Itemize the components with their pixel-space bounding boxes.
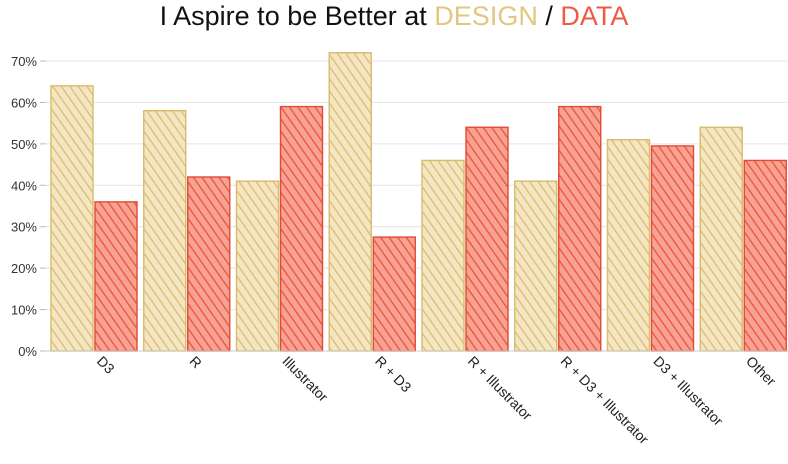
bar-design <box>606 139 651 352</box>
x-category-label: R + D3 + Illustrator <box>558 353 653 448</box>
y-tick-label: 60% <box>11 95 37 110</box>
bar-design <box>699 126 743 352</box>
title-data-word: DATA <box>560 1 629 31</box>
title-design-word: DESIGN <box>434 1 538 31</box>
bar-data <box>94 201 138 352</box>
bar-design <box>514 180 558 352</box>
bar-data <box>743 159 787 352</box>
x-category-label: R <box>187 353 205 371</box>
bars-layer <box>50 52 787 352</box>
y-tick-label: 30% <box>11 220 37 235</box>
bar-data <box>650 145 695 352</box>
y-tick-label: 10% <box>11 303 37 318</box>
x-category-label: R + D3 <box>372 353 415 396</box>
bar-design <box>143 110 187 352</box>
bar-data <box>372 236 416 352</box>
y-tick-label: 50% <box>11 137 37 152</box>
x-category-label: Other <box>743 353 779 389</box>
y-tick-label: 40% <box>11 178 37 193</box>
chart-title: I Aspire to be Better at DESIGN / DATA <box>0 0 788 36</box>
x-category-label: R + Illustrator <box>465 353 536 424</box>
bar-data <box>558 105 602 352</box>
bar-design <box>421 159 465 352</box>
bar-design <box>50 85 94 352</box>
x-category-label: Illustrator <box>279 353 331 405</box>
x-category-label: D3 <box>94 353 118 377</box>
y-tick-label: 20% <box>11 261 37 276</box>
bar-design <box>328 52 372 352</box>
y-tick-label: 70% <box>11 54 37 69</box>
title-separator: / <box>537 1 561 31</box>
bar-data <box>187 176 231 352</box>
bar-data <box>279 105 324 352</box>
bar-design <box>235 180 280 352</box>
title-prefix: I Aspire to be Better at <box>159 1 435 31</box>
x-category-label: D3 + Illustrator <box>650 353 726 429</box>
bar-data <box>465 126 509 352</box>
y-tick-label: 0% <box>18 344 37 359</box>
